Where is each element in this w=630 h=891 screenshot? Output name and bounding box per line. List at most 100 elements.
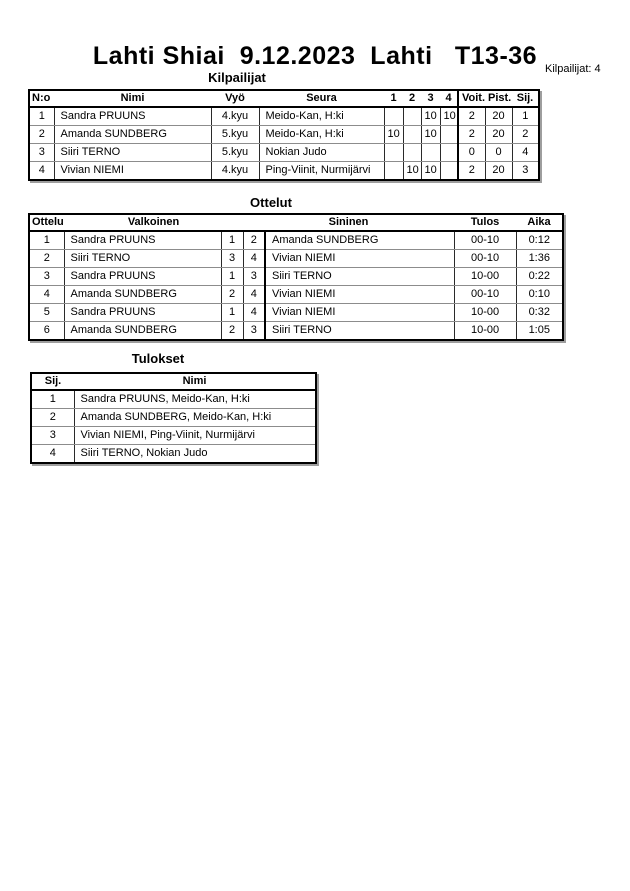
cell-voit: 2: [457, 125, 486, 144]
cell-seura: Meido-Kan, H:ki: [258, 106, 385, 126]
cell-aika: 1:05: [515, 321, 564, 341]
header-round-2: 2: [403, 90, 421, 108]
tulokset-row: 1 Sandra PRUUNS, Meido-Kan, H:ki: [30, 389, 317, 409]
cell-white-no: 1: [220, 303, 244, 322]
header-sij: Sij.: [31, 373, 74, 391]
header-pist: Pist.: [485, 90, 512, 108]
cell-blue-name: Vivian NIEMI: [264, 285, 455, 304]
cell-white-name: Sandra PRUUNS: [63, 230, 222, 250]
tulokset-caption: Tulokset: [131, 351, 185, 366]
header-round-1: 1: [384, 90, 403, 108]
cell-pist: 20: [484, 125, 513, 144]
cell-pist: 20: [484, 106, 513, 126]
cell-nimi: Siiri TERNO, Nokian Judo: [73, 444, 317, 464]
cell-sij: 4: [30, 444, 75, 464]
header-aika: Aika: [516, 214, 564, 232]
ottelut-caption: Ottelut: [250, 195, 292, 210]
cell-score-4: 10: [439, 106, 459, 126]
cell-score-3: 10: [420, 106, 441, 126]
cell-match-no: 6: [28, 321, 65, 341]
cell-score-3: [420, 143, 441, 162]
cell-tulos: 10-00: [453, 267, 517, 286]
cell-sij: 3: [30, 426, 75, 445]
header-sij: Sij.: [512, 90, 539, 108]
cell-aika: 0:10: [515, 285, 564, 304]
header-voit: Voit.: [457, 90, 485, 108]
cell-score-2: [402, 143, 422, 162]
kilpailijat-caption: Kilpailijat: [208, 70, 266, 85]
cell-nimi: Vivian NIEMI: [53, 161, 212, 181]
cell-aika: 1:36: [515, 249, 564, 268]
cell-white-name: Amanda SUNDBERG: [63, 321, 222, 341]
cell-blue-name: Amanda SUNDBERG: [264, 230, 455, 250]
cell-blue-no: 3: [242, 267, 266, 286]
kilpailijat-row: 1 Sandra PRUUNS 4.kyu Meido-Kan, H:ki 10…: [28, 106, 540, 126]
header-nimi: Nimi: [54, 90, 211, 108]
cell-tulos: 10-00: [453, 321, 517, 341]
cell-tulos: 00-10: [453, 285, 517, 304]
cell-voit: 2: [457, 161, 486, 181]
header-no: N:o: [29, 90, 54, 108]
header-sininen: Sininen: [243, 214, 455, 232]
ottelut-row: 3 Sandra PRUUNS 1 3 Siiri TERNO 10-00 0:…: [28, 267, 564, 286]
cell-blue-no: 2: [242, 230, 266, 250]
cell-aika: 0:12: [515, 230, 564, 250]
cell-sij: 2: [511, 125, 540, 144]
cell-nimi: Vivian NIEMI, Ping-Viinit, Nurmijärvi: [73, 426, 317, 445]
cell-score-2: 10: [402, 161, 422, 181]
ottelut-row: 5 Sandra PRUUNS 1 4 Vivian NIEMI 10-00 0…: [28, 303, 564, 322]
cell-sij: 3: [511, 161, 540, 181]
page-title: Lahti Shiai 9.12.2023 Lahti T13-36: [92, 42, 538, 70]
cell-white-no: 2: [220, 321, 244, 341]
cell-voit: 2: [457, 106, 486, 126]
cell-white-name: Sandra PRUUNS: [63, 303, 222, 322]
kilpailijat-table: N:o Nimi Vyö Seura 1 2 3 4 Voit. Pist. S…: [28, 89, 540, 181]
cell-score-3: 10: [420, 125, 441, 144]
competitors-count-label: Kilpailijat: 4: [545, 63, 601, 75]
cell-tulos: 00-10: [453, 249, 517, 268]
kilpailijat-header-row: N:o Nimi Vyö Seura 1 2 3 4 Voit. Pist. S…: [29, 90, 539, 108]
ottelut-row: 2 Siiri TERNO 3 4 Vivian NIEMI 00-10 1:3…: [28, 249, 564, 268]
cell-blue-name: Vivian NIEMI: [264, 303, 455, 322]
cell-nimi: Siiri TERNO: [53, 143, 212, 162]
cell-no: 4: [28, 161, 55, 181]
cell-seura: Ping-Viinit, Nurmijärvi: [258, 161, 385, 181]
cell-score-4: [439, 161, 459, 181]
cell-no: 3: [28, 143, 55, 162]
cell-score-2: [402, 125, 422, 144]
cell-score-1: [383, 106, 404, 126]
tulokset-row: 3 Vivian NIEMI, Ping-Viinit, Nurmijärvi: [30, 426, 317, 445]
cell-score-4: [439, 125, 459, 144]
header-valkoinen: Valkoinen: [64, 214, 244, 232]
cell-white-no: 2: [220, 285, 244, 304]
cell-no: 2: [28, 125, 55, 144]
cell-aika: 0:32: [515, 303, 564, 322]
cell-tulos: 10-00: [453, 303, 517, 322]
ottelut-row: 6 Amanda SUNDBERG 2 3 Siiri TERNO 10-00 …: [28, 321, 564, 341]
tulokset-row: 4 Siiri TERNO, Nokian Judo: [30, 444, 317, 464]
kilpailijat-row: 4 Vivian NIEMI 4.kyu Ping-Viinit, Nurmij…: [28, 161, 540, 181]
cell-score-1: [383, 161, 404, 181]
cell-white-name: Siiri TERNO: [63, 249, 222, 268]
header-seura: Seura: [259, 90, 384, 108]
cell-blue-no: 4: [242, 249, 266, 268]
cell-blue-name: Siiri TERNO: [264, 321, 455, 341]
cell-pist: 0: [484, 143, 513, 162]
cell-voit: 0: [457, 143, 486, 162]
cell-white-no: 3: [220, 249, 244, 268]
header-nimi: Nimi: [74, 373, 316, 391]
cell-vyo: 4.kyu: [210, 161, 260, 181]
cell-blue-no: 3: [242, 321, 266, 341]
cell-sij: 4: [511, 143, 540, 162]
tulokset-table: Sij. Nimi 1 Sandra PRUUNS, Meido-Kan, H:…: [30, 372, 317, 464]
tulokset-header-row: Sij. Nimi: [31, 373, 316, 391]
ottelut-row: 1 Sandra PRUUNS 1 2 Amanda SUNDBERG 00-1…: [28, 230, 564, 250]
cell-score-4: [439, 143, 459, 162]
cell-blue-name: Siiri TERNO: [264, 267, 455, 286]
cell-vyo: 4.kyu: [210, 106, 260, 126]
kilpailijat-row: 3 Siiri TERNO 5.kyu Nokian Judo 0 0 4: [28, 143, 540, 162]
cell-blue-name: Vivian NIEMI: [264, 249, 455, 268]
cell-blue-no: 4: [242, 303, 266, 322]
cell-pist: 20: [484, 161, 513, 181]
header-round-3: 3: [421, 90, 440, 108]
